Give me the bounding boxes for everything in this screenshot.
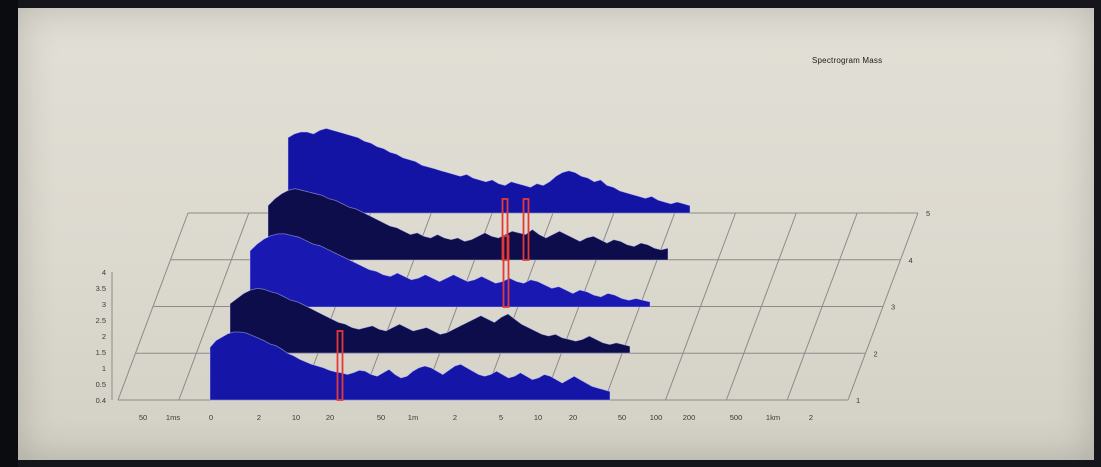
chart-title: Spectrogram Mass — [812, 56, 883, 65]
grid-line — [665, 212, 736, 401]
x-tick-label: 10 — [534, 413, 542, 422]
x-tick-label: 1km — [766, 413, 780, 422]
y-axis-ticks: 4 3.5 3 2.5 2 1.5 1 0.5 0.4 — [96, 268, 106, 405]
grid-line — [786, 212, 858, 401]
series-area-4 — [267, 188, 669, 261]
x-tick-label: 2 — [257, 413, 261, 422]
grid-line — [117, 212, 189, 401]
x-tick-label: 50 — [377, 413, 385, 422]
x-tick-label: 5 — [499, 413, 503, 422]
series-layer — [209, 127, 691, 401]
monitor-bezel — [0, 0, 18, 467]
peak-marker — [522, 198, 530, 261]
grid-line — [725, 212, 797, 401]
depth-axis-ticks: 1 2 3 4 5 — [856, 209, 930, 405]
y-tick-label: 1.5 — [96, 348, 106, 357]
x-tick-label: 50 — [618, 413, 626, 422]
grid-line — [847, 212, 919, 401]
x-tick-label: 2 — [809, 413, 813, 422]
depth-tick-label: 4 — [909, 256, 913, 265]
depth-tick-label: 1 — [856, 396, 860, 405]
x-tick-label: 1ms — [166, 413, 180, 422]
y-tick-label: 1 — [102, 364, 106, 373]
y-tick-label: 4 — [102, 268, 106, 277]
y-tick-label: 0.4 — [96, 396, 106, 405]
x-tick-label: 20 — [326, 413, 334, 422]
peak-marker — [336, 330, 344, 401]
x-tick-label: 0 — [209, 413, 213, 422]
marker-layer — [336, 198, 530, 401]
depth-tick-label: 5 — [926, 209, 930, 218]
y-tick-label: 2.5 — [96, 316, 106, 325]
x-tick-label: 1m — [408, 413, 418, 422]
y-tick-label: 0.5 — [96, 380, 106, 389]
series-area-2 — [229, 287, 631, 354]
x-tick-label: 100 — [650, 413, 663, 422]
grid-line — [178, 212, 250, 401]
x-tick-label: 10 — [292, 413, 300, 422]
y-tick-label: 2 — [102, 332, 106, 341]
x-tick-label: 500 — [730, 413, 743, 422]
x-tick-label: 2 — [453, 413, 457, 422]
y-tick-label: 3 — [102, 300, 106, 309]
x-tick-label: 200 — [683, 413, 696, 422]
series-area-3 — [249, 233, 651, 308]
y-tick-label: 3.5 — [96, 284, 106, 293]
depth-tick-label: 3 — [891, 303, 895, 312]
x-tick-label: 20 — [569, 413, 577, 422]
peak-marker — [501, 198, 509, 261]
peak-marker — [502, 235, 510, 308]
x-axis-ticks: 50 1ms 0 2 10 20 50 1m 2 5 10 20 50 100 200 500 1km 2 — [139, 413, 813, 422]
series-area-1 — [209, 331, 611, 401]
depth-tick-label: 2 — [874, 349, 878, 358]
series-area-5 — [287, 127, 691, 214]
x-tick-label: 50 — [139, 413, 147, 422]
